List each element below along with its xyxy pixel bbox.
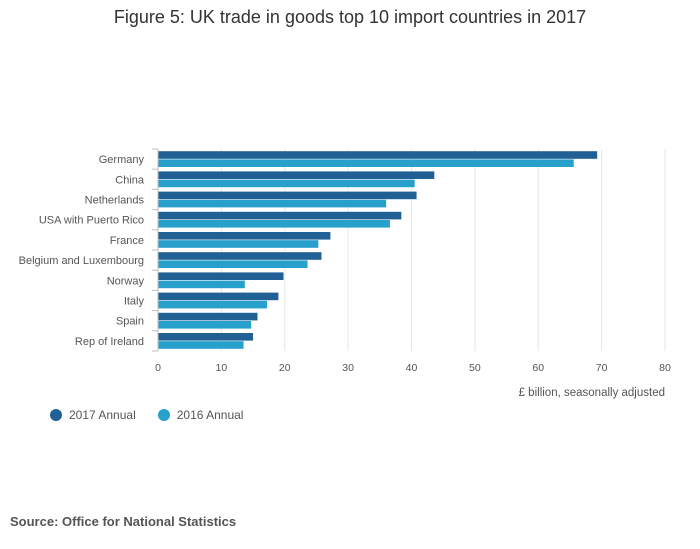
category-label: Belgium and Luxembourg (19, 255, 144, 267)
x-tick-label: 80 (659, 362, 671, 374)
category-labels: Germany China Netherlands USA with Puerto R… (19, 154, 145, 348)
grid-lines (152, 148, 666, 352)
category-label: Germany (99, 154, 145, 166)
bar-2017[interactable] (158, 312, 258, 321)
x-tick-label: 20 (279, 362, 291, 374)
category-label: China (115, 174, 145, 186)
x-tick-label: 70 (596, 362, 608, 374)
x-axis-ticks: 0 10 20 30 40 50 60 70 80 (155, 362, 671, 374)
legend-label-2016: 2016 Annual (176, 408, 244, 422)
legend-item-2017[interactable]: 2017 Annual (50, 408, 136, 422)
bar-2017[interactable] (158, 171, 435, 179)
bar-2016[interactable] (158, 199, 387, 208)
legend: 2017 Annual 2016 Annual (50, 408, 265, 422)
bar-2017[interactable] (158, 151, 598, 159)
bar-2017[interactable] (158, 211, 402, 220)
category-label: Netherlands (85, 195, 145, 207)
x-tick-label: 10 (216, 362, 228, 374)
legend-label-2017: 2017 Annual (69, 408, 136, 422)
x-tick-label: 30 (342, 362, 354, 374)
x-tick-label: 0 (155, 362, 161, 374)
x-tick-label: 40 (406, 362, 418, 374)
category-label: Rep of Ireland (75, 336, 144, 348)
chart-title: Figure 5: UK trade in goods top 10 impor… (113, 7, 587, 27)
bar-2017[interactable] (158, 252, 322, 260)
bar-2017[interactable] (158, 232, 331, 240)
legend-item-2016[interactable]: 2016 Annual (157, 408, 244, 422)
bar-2016[interactable] (158, 300, 268, 309)
bar-2016[interactable] (158, 179, 415, 188)
category-label: USA with Puerto Rico (39, 215, 144, 227)
bar-2017[interactable] (158, 333, 254, 341)
legend-dot-2016-icon (157, 409, 170, 421)
category-label: Norway (107, 275, 145, 287)
bar-2016[interactable] (158, 240, 319, 248)
bar-2017[interactable] (158, 272, 284, 280)
bar-2016[interactable] (158, 321, 252, 329)
bar-2016[interactable] (158, 220, 390, 228)
bar-2016[interactable] (158, 260, 308, 268)
bar-2016[interactable] (158, 341, 244, 349)
source-note: Source: Office for National Statistics (10, 514, 237, 529)
x-tick-label: 50 (469, 362, 481, 374)
x-axis-label: £ billion, seasonally adjusted (519, 387, 665, 399)
bar-2017[interactable] (158, 292, 279, 301)
x-tick-label: 60 (532, 362, 544, 374)
category-label: Spain (116, 316, 144, 328)
category-label: France (110, 235, 144, 247)
bar-2017[interactable] (158, 191, 417, 200)
category-label: Italy (124, 296, 145, 308)
bars (158, 151, 598, 349)
bar-2016[interactable] (158, 159, 574, 167)
bar-2016[interactable] (158, 280, 245, 289)
legend-dot-2017-icon (50, 409, 62, 421)
